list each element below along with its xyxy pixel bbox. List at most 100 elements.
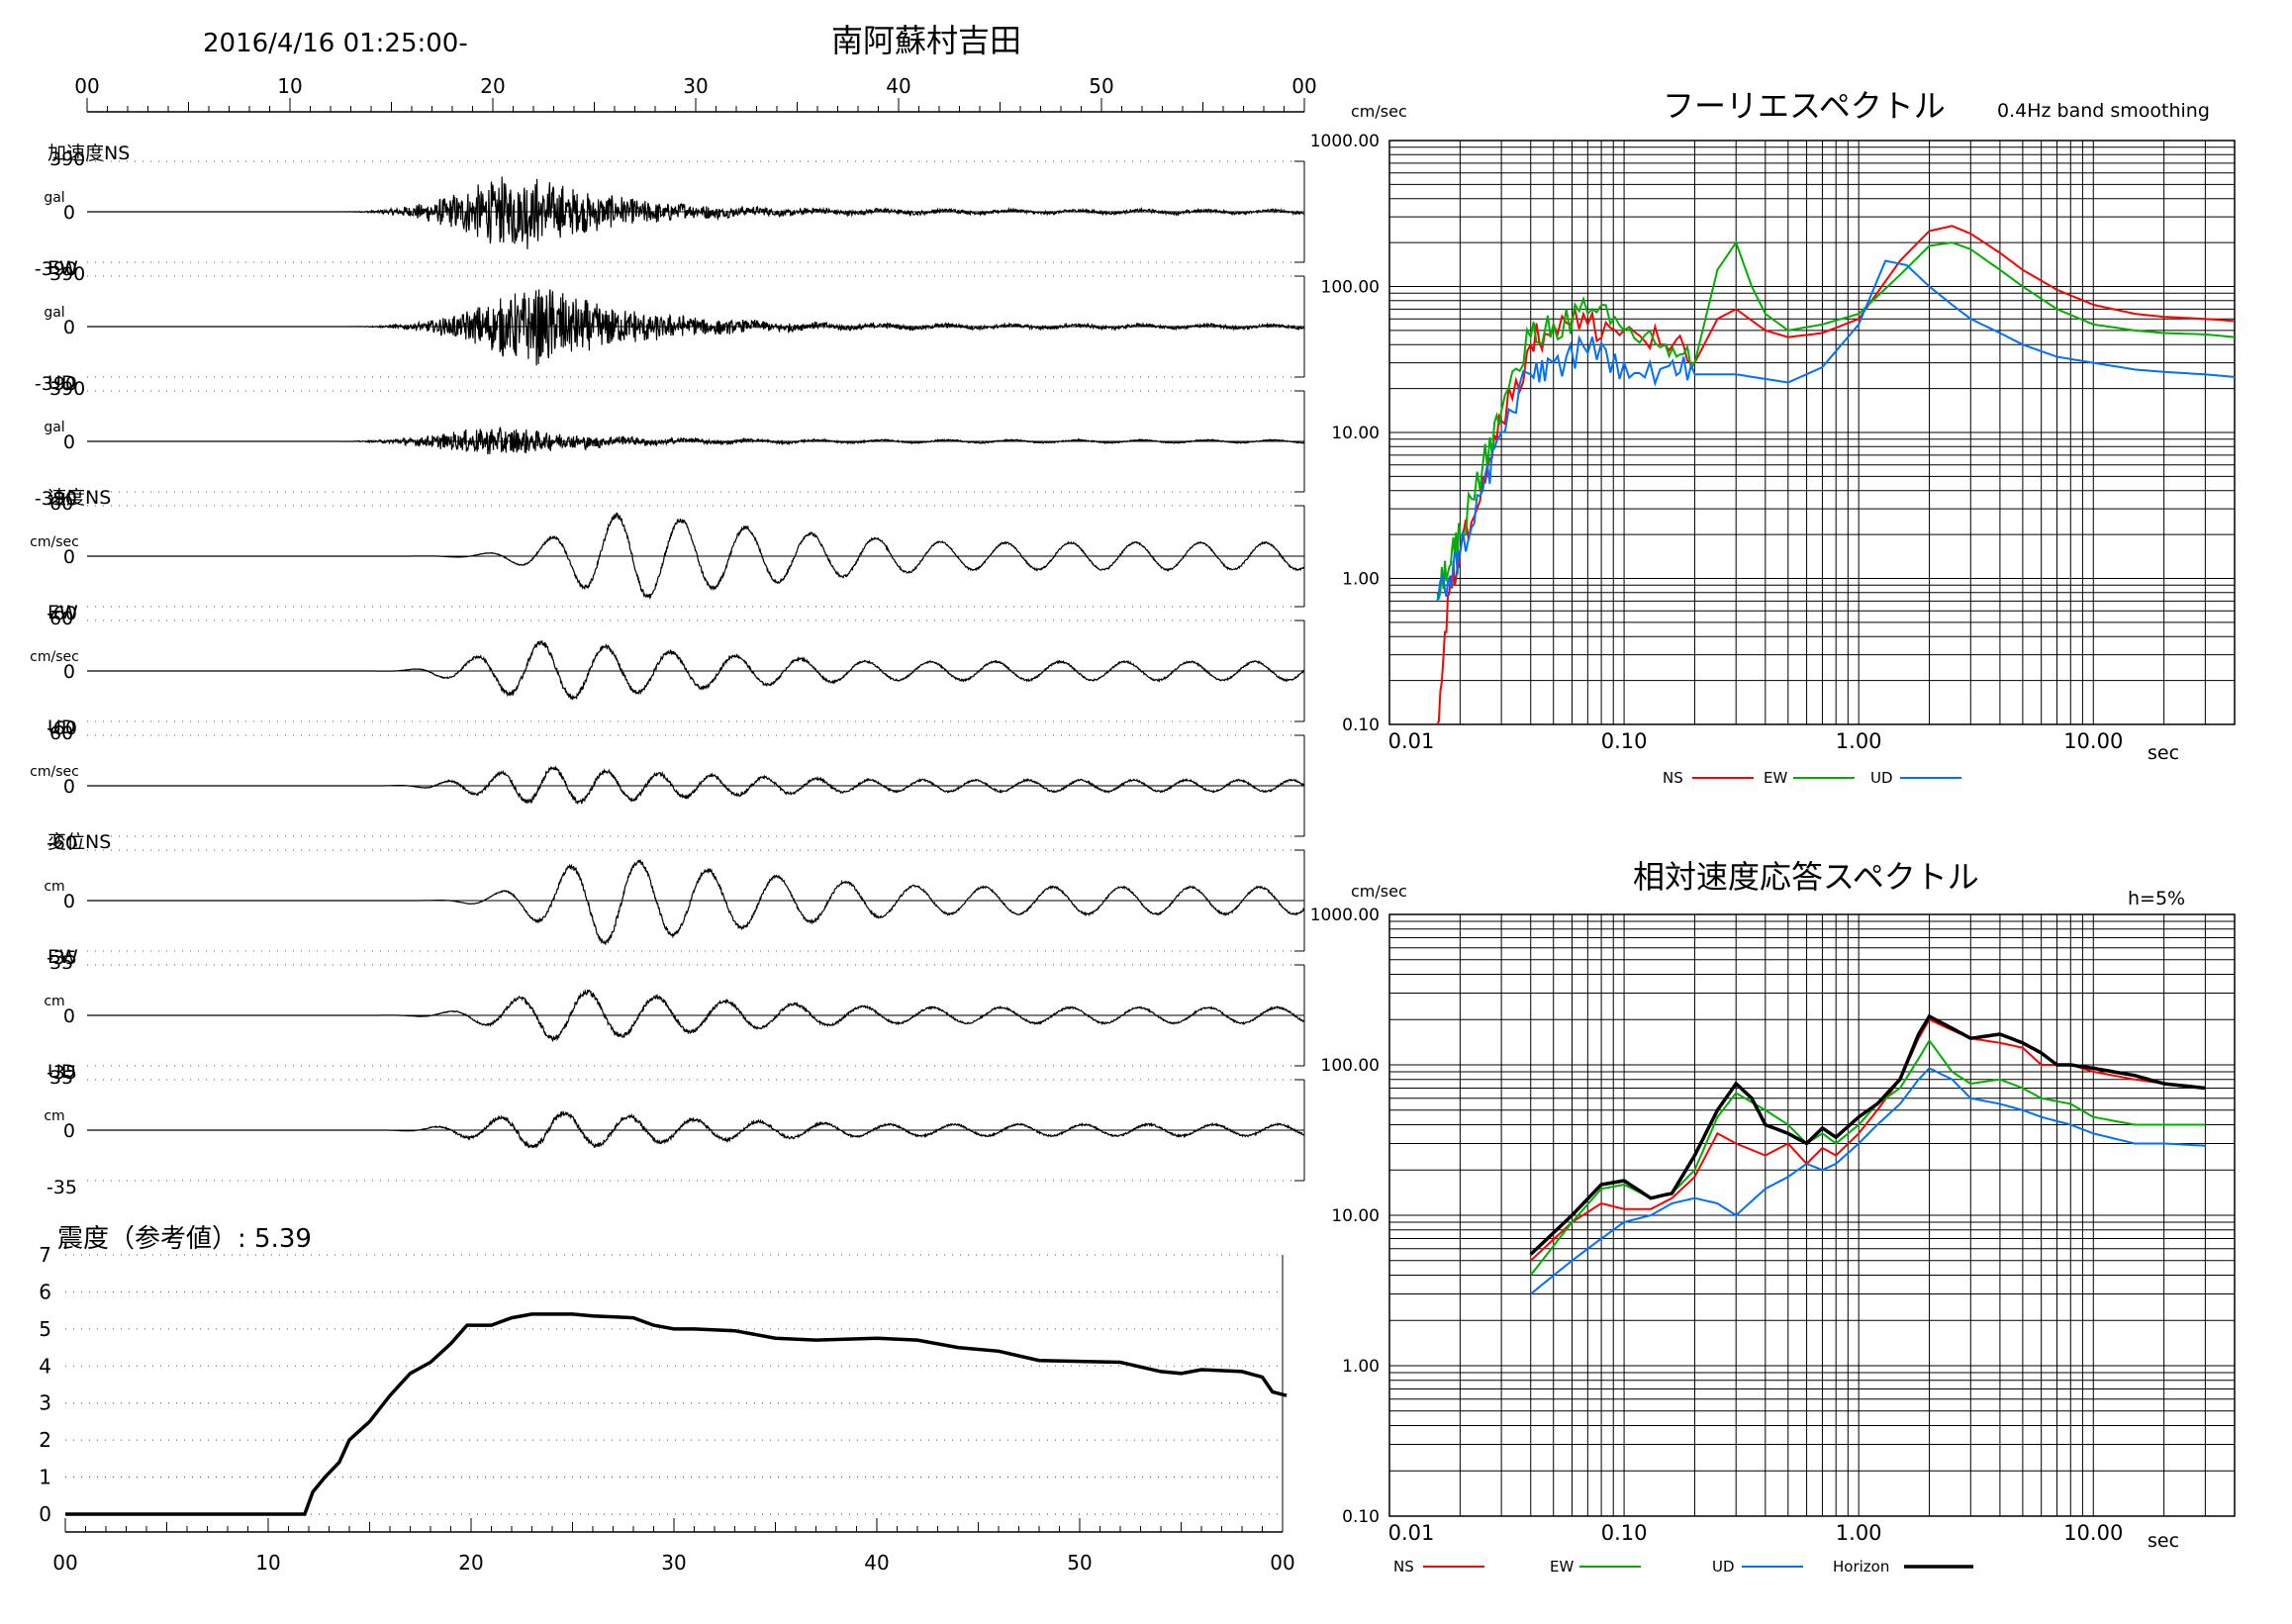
panel-channel-label: EW bbox=[48, 257, 78, 279]
intensity-xtick-label: 00 bbox=[52, 1551, 77, 1575]
panel-tick-min: -35 bbox=[47, 947, 77, 969]
waveform-trace bbox=[87, 766, 1305, 805]
top-axis-tick-label: 40 bbox=[886, 74, 910, 98]
intensity-xtick-label: 50 bbox=[1067, 1551, 1092, 1575]
panel-tick-zero: 0 bbox=[63, 546, 75, 568]
panel-unit-label: gal bbox=[44, 190, 64, 206]
panel-tick-min: -390 bbox=[35, 373, 77, 395]
spectrum-line-EW bbox=[1436, 239, 2236, 600]
waveform-panels: 00 10 20 30 40 50 00加速度NS3900-390galEW3900-390… bbox=[30, 74, 1317, 1198]
spectrum-ytick-label: 100.00 bbox=[1321, 1056, 1380, 1076]
intensity-panel: 震度（参考値）: 5.39 0 1 2 3 4 5 6 7 00 10 20 30 40 50 00 bbox=[39, 1224, 1294, 1575]
waveform-trace bbox=[87, 989, 1305, 1042]
panel-tick-zero: 0 bbox=[63, 202, 75, 224]
intensity-ytick-label: 1 bbox=[39, 1466, 51, 1489]
panel-unit-label: cm/sec bbox=[30, 534, 79, 550]
panel-tick-zero: 0 bbox=[63, 317, 75, 338]
fourier-xlabel: sec bbox=[2148, 742, 2179, 764]
intensity-ytick-label: 5 bbox=[39, 1317, 51, 1341]
intensity-xtick-label: 00 bbox=[1270, 1551, 1294, 1575]
spectrum-legend-label: EW bbox=[1764, 769, 1787, 787]
spectrum-line-UD bbox=[1530, 1067, 2206, 1295]
panel-channel-label: UD bbox=[48, 372, 76, 394]
panel-channel-label: EW bbox=[48, 946, 78, 968]
intensity-ytick-label: 2 bbox=[39, 1428, 51, 1452]
waveform-trace bbox=[87, 289, 1305, 366]
response-spectrum-chart: 相対速度応答スペクトル h=5% cm/sec sec 0.10 1.00 10.0… bbox=[1310, 858, 2236, 1576]
spectrum-line-UD bbox=[1436, 259, 2236, 602]
intensity-ytick-label: 6 bbox=[39, 1280, 51, 1303]
response-title: 相対速度応答スペクトル bbox=[1633, 858, 1979, 896]
panel-tick-zero: 0 bbox=[63, 891, 75, 912]
waveform-trace bbox=[87, 427, 1304, 455]
panel-unit-label: cm bbox=[44, 1108, 64, 1124]
waveform-trace bbox=[87, 1110, 1305, 1149]
fourier-spectrum-chart: フーリエスペクトル 0.4Hz band smoothing cm/sec se… bbox=[1310, 87, 2236, 787]
panel-unit-label: cm/sec bbox=[30, 764, 79, 780]
waveform-trace bbox=[87, 640, 1305, 701]
waveform-trace bbox=[87, 512, 1305, 601]
spectrum-ytick-label: 1.00 bbox=[1342, 1357, 1380, 1377]
panel-tick-max: 60 bbox=[49, 493, 73, 515]
panel-tick-max: 390 bbox=[49, 148, 85, 170]
panel-tick-min: -35 bbox=[47, 1062, 77, 1084]
panel-tick-min: -60 bbox=[47, 832, 77, 854]
panel-tick-max: 35 bbox=[49, 1067, 73, 1089]
panel-unit-label: cm bbox=[44, 879, 64, 895]
panel-unit-label: cm/sec bbox=[30, 649, 79, 665]
panel-unit-label: gal bbox=[44, 420, 64, 435]
panel-unit-label: cm bbox=[44, 994, 64, 1009]
panel-tick-min: -60 bbox=[47, 603, 77, 624]
spectrum-ytick-label: 0.10 bbox=[1342, 1507, 1380, 1527]
spectrum-ytick-label: 0.10 bbox=[1342, 716, 1380, 735]
panel-channel-label: 変位NS bbox=[48, 831, 111, 853]
station-name: 南阿蘇村吉田 bbox=[831, 22, 1021, 59]
intensity-xtick-label: 10 bbox=[255, 1551, 280, 1575]
fourier-subtitle: 0.4Hz band smoothing bbox=[1997, 100, 2210, 122]
panel-tick-max: 35 bbox=[49, 952, 73, 974]
spectrum-ytick-label: 100.00 bbox=[1321, 278, 1380, 298]
spectrum-xtick-label: 0.01 bbox=[1388, 1521, 1435, 1545]
spectrum-ytick-label: 1000.00 bbox=[1310, 906, 1380, 925]
panel-tick-zero: 0 bbox=[63, 776, 75, 798]
panel-tick-max: 390 bbox=[49, 378, 85, 400]
spectrum-xtick-label: 0.01 bbox=[1388, 729, 1435, 753]
panel-tick-max: 60 bbox=[49, 608, 73, 629]
top-axis-tick-label: 00 bbox=[1291, 74, 1316, 98]
top-axis-tick-label: 30 bbox=[683, 74, 708, 98]
waveform-trace bbox=[87, 859, 1305, 945]
panel-channel-label: UD bbox=[48, 1061, 76, 1083]
spectrum-xtick-label: 1.00 bbox=[1836, 1521, 1882, 1545]
panel-channel-label: 加速度NS bbox=[48, 143, 130, 164]
top-axis-tick-label: 10 bbox=[277, 74, 302, 98]
panel-tick-min: -60 bbox=[47, 717, 77, 739]
panel-tick-min: -390 bbox=[35, 258, 77, 280]
panel-tick-zero: 0 bbox=[63, 431, 75, 453]
spectrum-legend-label: NS bbox=[1393, 1558, 1414, 1576]
spectrum-series-UD: UD bbox=[1530, 1067, 2206, 1576]
spectrum-line-Horizon bbox=[1529, 1013, 2206, 1256]
spectrum-ytick-label: 1.00 bbox=[1342, 570, 1380, 590]
panel-tick-zero: 0 bbox=[63, 1120, 75, 1142]
spectrum-line-NS bbox=[1436, 225, 2236, 725]
spectrum-legend-label: UD bbox=[1870, 769, 1893, 787]
spectrum-legend-label: EW bbox=[1550, 1558, 1574, 1576]
spectrum-ytick-label: 1000.00 bbox=[1310, 132, 1380, 151]
spectrum-line-EW bbox=[1529, 1038, 2206, 1277]
panel-unit-label: gal bbox=[44, 305, 64, 321]
panel-channel-label: EW bbox=[48, 602, 78, 623]
panel-tick-zero: 0 bbox=[63, 661, 75, 683]
waveform-trace bbox=[87, 176, 1305, 249]
intensity-xtick-label: 40 bbox=[864, 1551, 889, 1575]
spectrum-xtick-label: 0.10 bbox=[1601, 1521, 1648, 1545]
spectrum-xtick-label: 1.00 bbox=[1836, 729, 1882, 753]
fourier-title: フーリエスペクトル bbox=[1663, 87, 1946, 125]
spectrum-line-NS bbox=[1530, 1017, 2206, 1262]
panel-tick-max: 390 bbox=[49, 263, 85, 285]
panel-channel-label: 速度NS bbox=[48, 487, 111, 509]
